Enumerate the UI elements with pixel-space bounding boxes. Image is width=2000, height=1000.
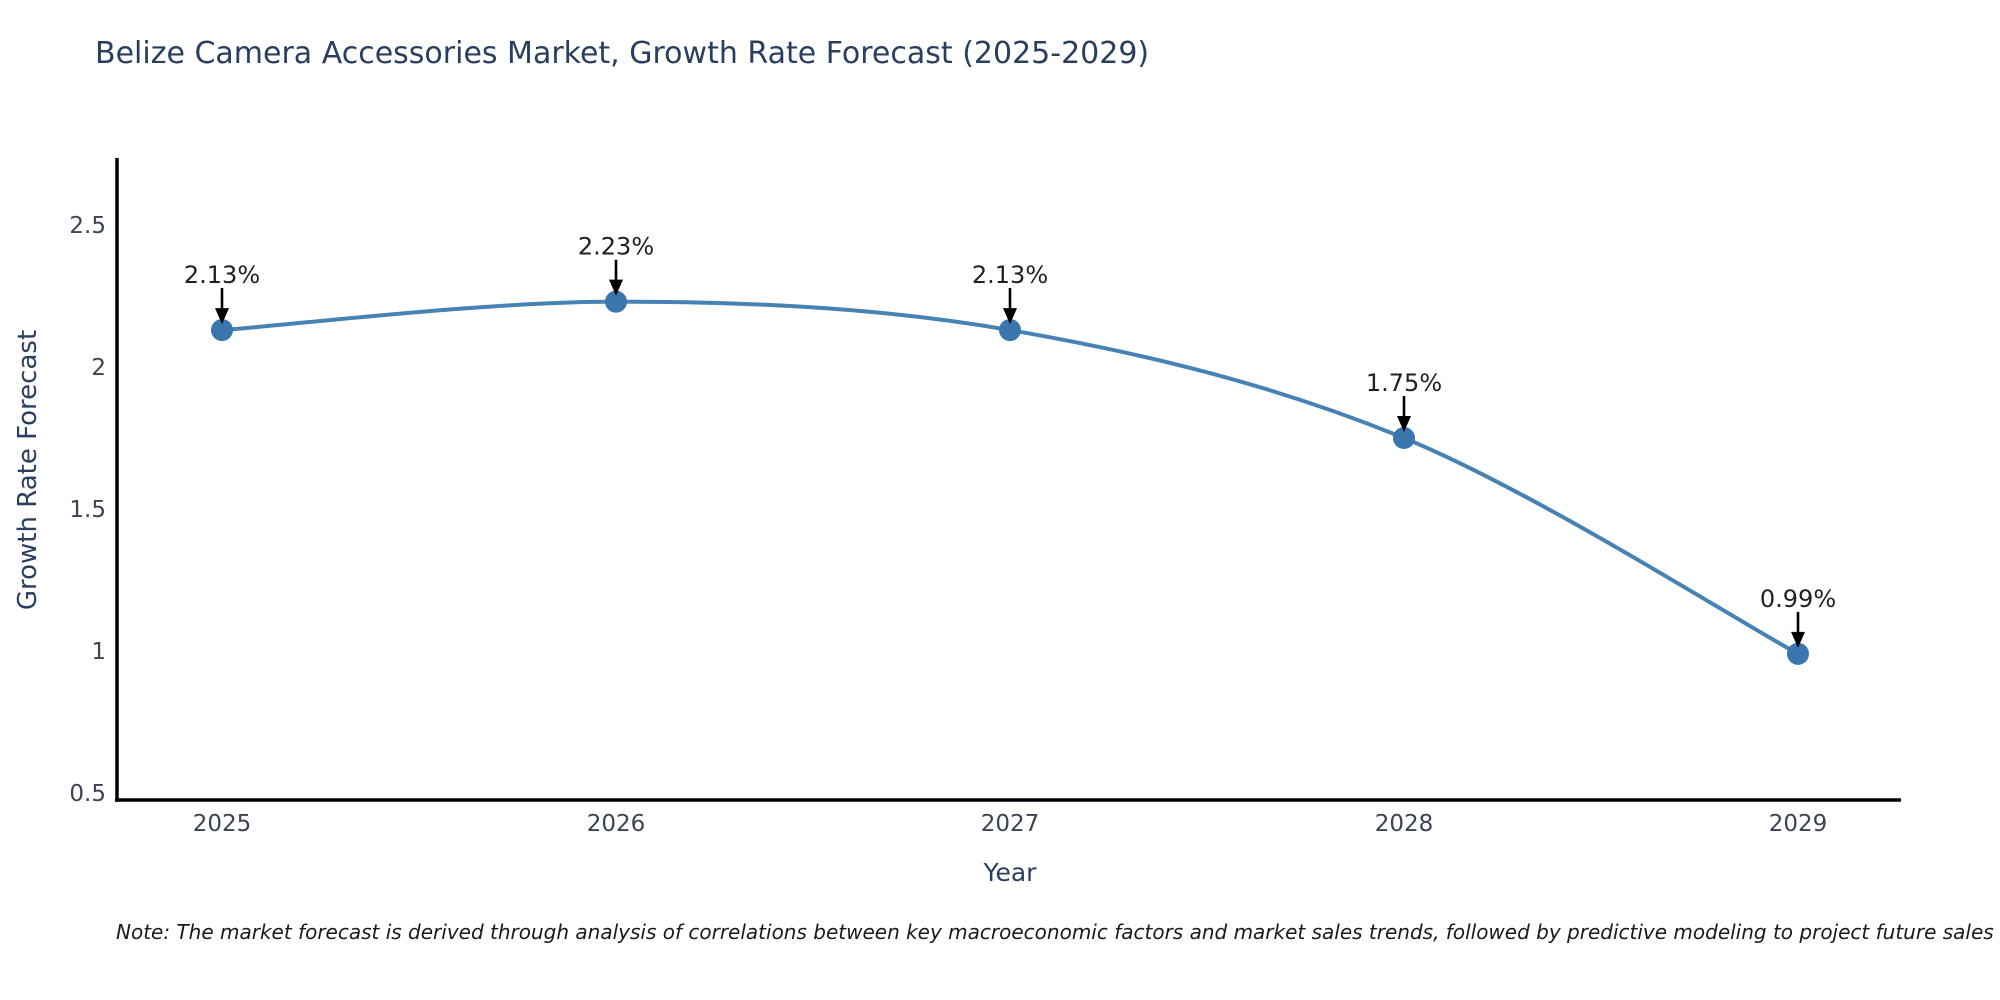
data-point-marker	[1393, 427, 1415, 449]
annotation-arrow-head	[215, 308, 229, 325]
data-point-annotation: 2.13%	[972, 261, 1048, 289]
x-axis-title: Year	[983, 858, 1037, 887]
y-tick-label: 0.5	[69, 781, 106, 807]
data-point-annotation: 2.13%	[184, 261, 260, 289]
x-tick-label: 2028	[1375, 811, 1434, 837]
footnote: Note: The market forecast is derived thr…	[116, 920, 1994, 944]
y-axis-title: Growth Rate Forecast	[13, 329, 43, 611]
x-tick-label: 2029	[1769, 811, 1828, 837]
data-point-marker	[999, 319, 1021, 342]
y-tick-label: 2.5	[69, 213, 106, 239]
chart-title: Belize Camera Accessories Market, Growth…	[95, 36, 1150, 71]
y-tick-label: 1.5	[69, 497, 106, 523]
annotation-arrow-head	[1791, 631, 1805, 648]
annotation-arrow-head	[1397, 416, 1411, 432]
data-point-marker	[605, 290, 627, 313]
data-point-marker	[1787, 642, 1809, 665]
data-point-annotation: 2.23%	[578, 233, 654, 261]
x-tick-label: 2026	[587, 811, 646, 837]
forecast-line	[220, 299, 1800, 656]
data-point-marker	[211, 319, 233, 342]
annotation-arrow-head	[1003, 308, 1017, 325]
y-tick-label: 1	[91, 639, 106, 665]
x-tick-label: 2027	[981, 811, 1040, 837]
y-tick-label: 2	[91, 355, 106, 381]
data-point-annotation: 1.75%	[1366, 369, 1442, 397]
data-point-annotation: 0.99%	[1760, 585, 1836, 613]
annotation-arrow-head	[609, 279, 623, 296]
x-tick-label: 2025	[193, 811, 252, 837]
